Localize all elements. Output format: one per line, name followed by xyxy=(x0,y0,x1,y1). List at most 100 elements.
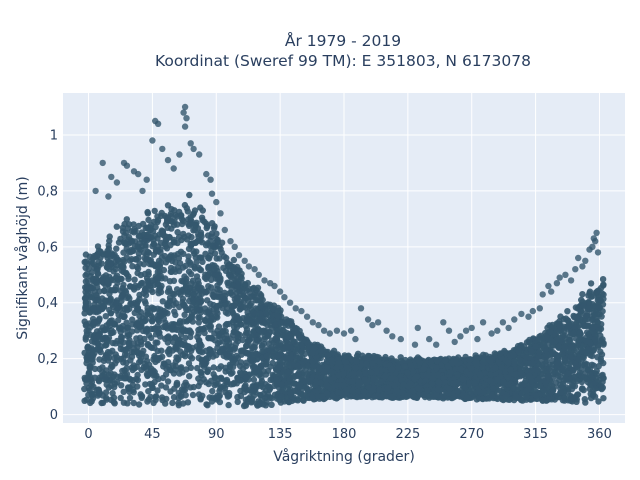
data-point xyxy=(277,399,285,406)
data-point xyxy=(101,287,108,294)
data-point xyxy=(123,294,131,301)
data-point xyxy=(539,387,547,394)
data-point xyxy=(447,369,454,376)
data-point xyxy=(404,369,411,376)
data-point xyxy=(145,388,152,395)
data-point xyxy=(299,354,306,361)
data-point xyxy=(185,253,192,260)
data-point xyxy=(174,229,181,236)
data-point xyxy=(225,279,232,287)
data-point xyxy=(574,377,581,385)
data-point xyxy=(226,353,233,360)
data-point xyxy=(523,386,531,394)
data-point xyxy=(132,256,139,263)
data-point xyxy=(99,399,107,406)
data-point xyxy=(147,226,154,233)
data-point xyxy=(596,311,603,318)
data-point xyxy=(260,348,267,355)
data-point xyxy=(144,210,152,217)
data-point xyxy=(588,352,596,360)
data-point xyxy=(88,398,95,405)
data-point xyxy=(121,375,128,382)
data-point xyxy=(497,350,504,357)
data-point xyxy=(147,343,154,350)
data-point xyxy=(268,401,275,408)
data-point xyxy=(195,347,203,355)
data-point xyxy=(283,397,291,404)
data-point xyxy=(127,376,134,383)
data-point xyxy=(377,393,385,400)
data-point xyxy=(141,270,148,278)
data-point xyxy=(119,285,126,292)
data-point xyxy=(180,250,187,257)
data-point xyxy=(538,366,545,373)
data-point xyxy=(165,303,173,310)
data-point xyxy=(567,353,574,361)
data-point xyxy=(96,356,103,363)
data-point xyxy=(152,246,159,254)
data-point xyxy=(182,334,189,341)
data-point xyxy=(547,328,554,336)
data-point xyxy=(269,305,276,312)
data-point xyxy=(159,298,166,305)
data-point xyxy=(192,221,199,228)
data-point xyxy=(123,216,130,223)
data-point xyxy=(217,245,224,253)
data-point xyxy=(166,278,174,285)
data-point xyxy=(129,366,136,374)
data-point xyxy=(382,372,389,380)
data-point xyxy=(102,313,110,320)
data-point xyxy=(82,264,89,271)
data-point xyxy=(171,308,178,315)
data-point xyxy=(297,334,304,341)
data-point xyxy=(236,316,243,323)
data-point xyxy=(334,351,341,358)
data-point xyxy=(242,382,249,389)
data-point xyxy=(192,239,199,246)
data-point xyxy=(533,367,540,374)
data-point xyxy=(560,365,567,372)
data-point xyxy=(178,326,185,333)
data-point xyxy=(257,302,264,310)
data-point xyxy=(155,262,163,269)
data-point xyxy=(204,368,211,375)
data-point xyxy=(108,377,116,384)
data-point xyxy=(283,360,290,368)
data-point xyxy=(305,377,313,384)
data-point xyxy=(246,394,254,401)
data-point xyxy=(216,255,223,262)
data-point xyxy=(107,260,114,267)
data-point xyxy=(197,396,204,403)
data-point xyxy=(592,303,599,310)
data-point xyxy=(133,263,141,271)
data-point xyxy=(176,370,183,377)
data-point xyxy=(251,331,258,339)
data-point xyxy=(116,258,123,265)
data-point xyxy=(234,283,241,290)
data-point xyxy=(187,353,194,360)
data-point xyxy=(120,238,128,245)
data-point xyxy=(144,248,151,256)
data-point xyxy=(162,371,170,378)
data-point xyxy=(407,361,414,369)
data-point xyxy=(237,273,244,281)
data-point xyxy=(185,268,193,275)
data-point xyxy=(235,278,242,285)
data-point xyxy=(82,334,90,341)
data-point xyxy=(158,209,165,217)
data-point xyxy=(83,285,90,292)
data-point xyxy=(257,392,264,399)
data-point xyxy=(126,394,134,402)
data-point xyxy=(106,286,113,294)
data-point xyxy=(214,327,221,334)
data-point xyxy=(539,397,546,404)
data-point xyxy=(186,327,193,334)
data-point xyxy=(133,320,140,327)
data-point xyxy=(141,238,148,245)
data-point xyxy=(213,271,220,278)
data-point xyxy=(178,220,186,228)
data-point xyxy=(452,366,459,373)
data-point xyxy=(288,354,295,362)
data-point xyxy=(90,335,98,342)
data-point xyxy=(288,321,295,328)
